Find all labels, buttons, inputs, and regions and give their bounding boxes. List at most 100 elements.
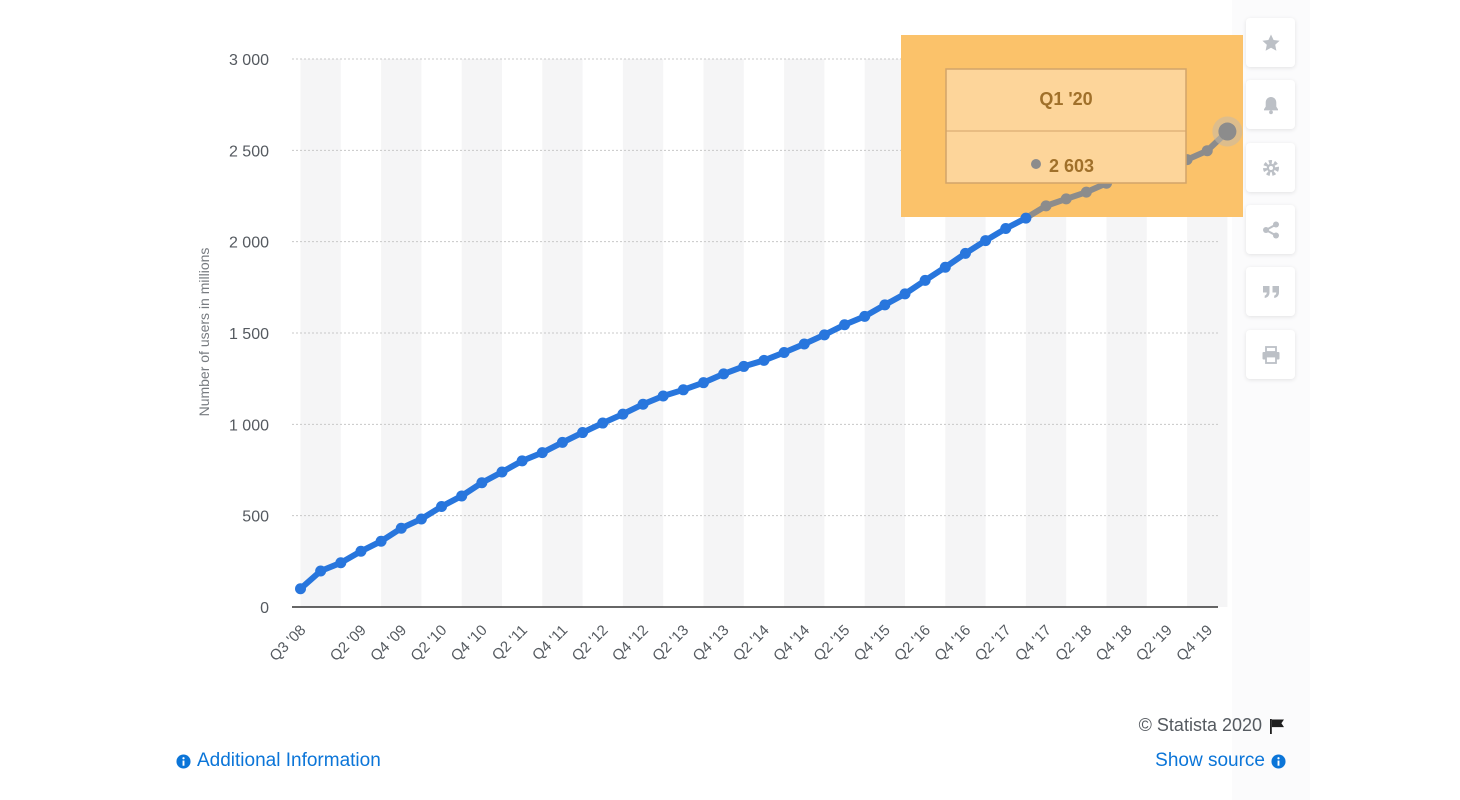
data-point <box>536 447 548 459</box>
x-tick-label: Q2 '16 <box>891 622 934 665</box>
data-point <box>395 522 407 534</box>
print-button[interactable] <box>1246 330 1295 379</box>
print-icon <box>1262 345 1279 364</box>
data-point <box>456 490 468 502</box>
show-source-label: Show source <box>1155 750 1265 771</box>
x-tick-label: Q3 '08 <box>266 622 309 665</box>
data-point <box>798 338 810 350</box>
data-point <box>738 360 750 372</box>
y-tick-label: 2 500 <box>229 143 269 160</box>
additional-information-link[interactable]: Additional Information <box>176 750 381 772</box>
data-point <box>476 477 488 489</box>
data-point <box>778 347 790 359</box>
data-point <box>295 583 306 595</box>
data-point <box>496 466 508 478</box>
data-point <box>939 261 951 273</box>
share-icon <box>1262 221 1279 238</box>
data-point <box>657 390 669 402</box>
x-tick-label: Q2 '13 <box>649 622 692 665</box>
data-point <box>839 319 851 331</box>
y-tick-label: 1 500 <box>229 326 269 343</box>
toolbar-panel <box>1232 0 1310 800</box>
data-point <box>516 455 528 467</box>
star-icon <box>1261 34 1280 51</box>
x-tick-label: Q4 '16 <box>931 622 974 665</box>
data-point <box>1020 212 1032 224</box>
x-tick-label: Q2 '17 <box>972 622 1015 665</box>
data-point <box>879 299 891 311</box>
y-tick-label: 1 000 <box>229 417 269 434</box>
x-tick-label: Q4 '15 <box>851 622 894 665</box>
additional-information-label: Additional Information <box>197 750 381 771</box>
gear-icon <box>1262 159 1279 176</box>
settings-button[interactable] <box>1246 143 1295 192</box>
x-tick-label: Q4 '09 <box>367 622 410 665</box>
x-tick-label: Q4 '18 <box>1093 622 1136 665</box>
data-point <box>375 535 387 547</box>
data-point <box>718 368 730 380</box>
data-point <box>1201 145 1213 157</box>
x-tick-label: Q2 '12 <box>569 622 612 665</box>
x-tick-label: Q4 '11 <box>529 622 571 664</box>
quote-icon <box>1262 285 1279 298</box>
x-tick-label: Q4 '19 <box>1173 622 1216 665</box>
tooltip: Q1 '20 2 603 <box>945 68 1187 184</box>
tooltip-marker <box>1031 159 1041 169</box>
data-point <box>617 408 629 420</box>
flag-icon[interactable] <box>1268 717 1286 735</box>
favorite-button[interactable] <box>1246 18 1295 67</box>
data-point <box>335 557 347 569</box>
data-point <box>315 565 327 577</box>
data-point <box>919 274 931 286</box>
data-point <box>1040 200 1052 212</box>
x-tick-label: Q2 '09 <box>327 622 370 665</box>
y-tick-label: 500 <box>242 509 269 526</box>
tooltip-category: Q1 '20 <box>1039 89 1092 109</box>
x-tick-label: Q2 '14 <box>730 622 773 665</box>
y-axis-label: Number of users in millions <box>196 248 212 417</box>
data-point <box>677 384 689 396</box>
data-point <box>1080 186 1092 198</box>
x-tick-label: Q4 '10 <box>448 622 491 665</box>
info-icon <box>176 753 191 769</box>
data-point <box>597 417 609 429</box>
y-tick-label: 2 000 <box>229 235 269 252</box>
data-point <box>1000 223 1012 235</box>
x-tick-label: Q2 '19 <box>1133 622 1176 665</box>
y-tick-label: 0 <box>260 600 269 617</box>
x-tick-label: Q4 '17 <box>1012 622 1055 665</box>
x-tick-label: Q4 '12 <box>609 622 652 665</box>
data-point <box>415 513 427 525</box>
data-point <box>959 247 971 259</box>
y-tick-label: 3 000 <box>229 52 269 69</box>
y-axis: 0 500 1 000 1 500 2 000 2 500 3 000 <box>229 52 269 617</box>
copyright-text: © Statista 2020 <box>1138 715 1262 735</box>
data-points <box>295 116 1243 595</box>
copyright-notice: © Statista 2020 <box>1139 715 1286 736</box>
data-point <box>577 427 589 439</box>
data-point <box>980 235 992 247</box>
data-point <box>1218 122 1237 141</box>
data-point <box>556 436 568 448</box>
x-tick-label: Q4 '14 <box>770 622 813 665</box>
tooltip-value: 2 603 <box>1049 156 1094 176</box>
x-tick-label: Q2 '11 <box>489 622 531 664</box>
data-point <box>436 501 448 513</box>
show-source-link[interactable]: Show source <box>1155 750 1286 772</box>
data-point <box>355 545 367 557</box>
info-icon <box>1271 753 1286 769</box>
data-point <box>818 329 830 341</box>
notification-button[interactable] <box>1246 80 1295 129</box>
x-tick-label: Q2 '10 <box>407 622 450 665</box>
data-point <box>1060 193 1072 205</box>
data-point <box>698 377 709 389</box>
data-point <box>859 310 871 322</box>
x-tick-label: Q2 '15 <box>810 622 853 665</box>
cite-button[interactable] <box>1246 267 1295 316</box>
share-button[interactable] <box>1246 205 1295 254</box>
x-tick-label: Q2 '18 <box>1052 622 1095 665</box>
data-point <box>899 288 911 300</box>
